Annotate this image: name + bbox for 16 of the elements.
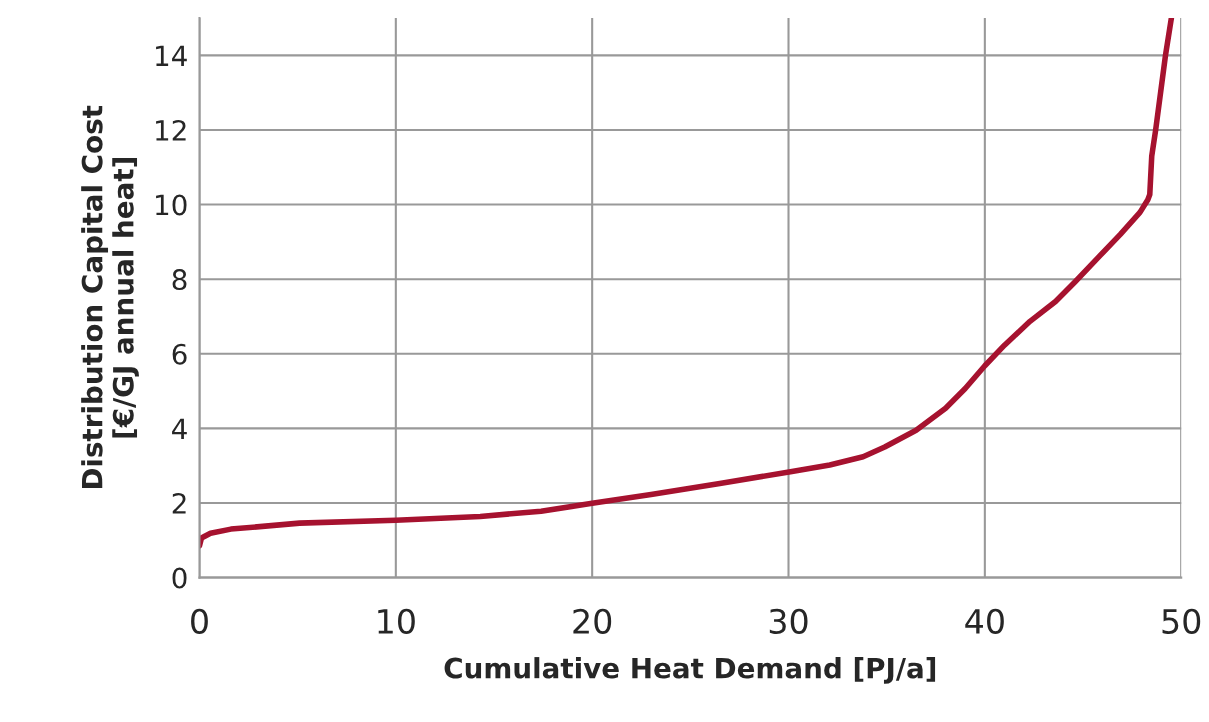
y-tick-label: 0 [172, 567, 187, 589]
y-tick-label: 4 [172, 418, 187, 439]
x-tick-label: 30 [769, 608, 808, 634]
y-tick-label: 2 [172, 492, 186, 514]
y-tick-label: 6 [172, 343, 187, 365]
x-tick-label: 40 [965, 608, 1004, 634]
x-axis-title: Cumulative Heat Demand [PJ/a] [444, 657, 936, 684]
x-tick-label: 50 [1162, 608, 1201, 634]
y-tick-label: 12 [156, 119, 186, 141]
y-tick-label: 14 [156, 45, 187, 66]
y-tick-label: 10 [156, 194, 187, 216]
x-tick-label: 10 [378, 608, 415, 634]
y-tick-label: 8 [172, 269, 187, 291]
y-axis-title: Distribution Capital Cost [€/GJ annual heat] [81, 105, 139, 489]
x-tick-label: 20 [573, 608, 612, 634]
x-tick-label: 0 [191, 608, 208, 634]
